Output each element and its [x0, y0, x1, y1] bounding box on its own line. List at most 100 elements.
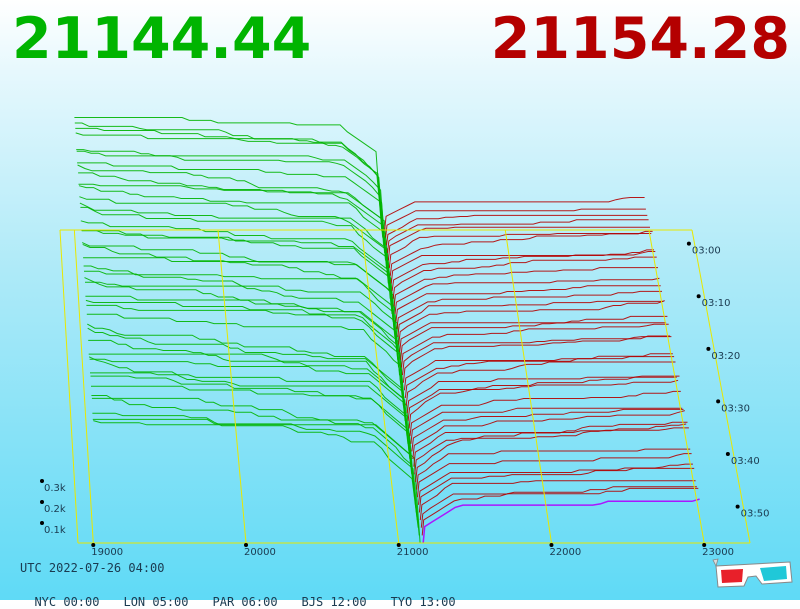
bid-depth-line [88, 339, 411, 460]
ask-depth-line [390, 249, 654, 284]
bid-depth-line [85, 295, 405, 414]
ask-depth-line [416, 448, 691, 490]
z-axis-ticks: 0.1k 0.2k 0.3k [40, 479, 66, 536]
time-tick-mark [716, 399, 721, 404]
ask-depth-line [417, 453, 692, 498]
ask-depth-line [410, 407, 683, 444]
bid-depth-line [74, 117, 383, 231]
ask-depth-line [405, 361, 676, 406]
bid-depth-line [82, 243, 400, 368]
bid-depth-line [81, 229, 397, 345]
time-tick-label: 03:30 [721, 403, 750, 414]
ask-depth-line [402, 336, 672, 383]
ask-depth-line [399, 322, 667, 353]
ask-depth-line [397, 300, 664, 337]
zone-nyc: NYC 00:00 [34, 595, 100, 609]
bid-depth-line [76, 150, 387, 269]
ask-depth-line [385, 208, 646, 238]
bid-depth-line [87, 323, 409, 444]
ask-depth-line [411, 408, 684, 452]
bid-depth-line [74, 122, 384, 238]
ask-depth-line [422, 498, 700, 544]
x-gridline [361, 229, 400, 544]
x-tick-label: 19000 [91, 547, 123, 558]
frame-edge [691, 229, 751, 544]
frame-edge [59, 229, 79, 544]
ask-depth-line [418, 467, 695, 513]
ask-depth-line [396, 290, 662, 330]
bid-depth-line [83, 257, 400, 376]
x-tick-label: 21000 [397, 547, 429, 558]
x-tick-mark [702, 543, 707, 547]
ask-depth-line [414, 421, 688, 475]
ask-depth-line [400, 315, 668, 360]
zone-bjs: BJS 12:00 [301, 595, 367, 609]
bid-depth-line [77, 162, 388, 276]
bid-depth-curves [74, 117, 421, 544]
bid-depth-line [91, 397, 418, 521]
zone-lon: LON 05:00 [123, 595, 189, 609]
ask-depth-line [401, 323, 669, 368]
bid-depth-line [88, 356, 413, 475]
bid-depth-line [90, 375, 415, 498]
bid-depth-line [75, 132, 386, 253]
ask-depth-line [395, 285, 661, 322]
time-tick-label: 03:00 [692, 246, 721, 257]
ask-depth-line [418, 463, 693, 505]
timezone-row: NYC 00:00 LON 05:00 PAR 06:00 BJS 12:00 TYO … [20, 581, 480, 609]
bid-depth-line [76, 149, 386, 261]
time-tick-label: 03:10 [702, 298, 731, 309]
time-tick-mark [696, 294, 701, 299]
time-tick-label: 03:50 [741, 509, 770, 520]
x-tick-mark [244, 543, 248, 547]
ask-depth-curves [384, 197, 700, 544]
zone-par: PAR 06:00 [212, 595, 278, 609]
z-tick-mark [40, 521, 44, 525]
ask-depth-line [398, 300, 665, 345]
z-tick-mark [40, 500, 44, 504]
ask-depth-line [388, 233, 652, 269]
bid-depth-line [78, 185, 392, 307]
ask-depth-line [407, 379, 679, 421]
bid-depth-line [84, 270, 402, 391]
3d-glasses-icon[interactable] [712, 556, 794, 590]
x-gridline [504, 229, 552, 544]
x-tick-mark [396, 543, 401, 547]
bid-depth-line [88, 353, 412, 467]
ask-depth-line [393, 267, 658, 307]
bid-depth-line [85, 299, 406, 421]
ask-depth-line [386, 214, 648, 246]
ask-price: 21154.28 [490, 6, 790, 72]
utc-time: UTC 2022-07-26 04:00 [20, 561, 165, 575]
bid-depth-line [80, 206, 395, 330]
ask-depth-line [392, 256, 657, 299]
bid-depth-line [90, 372, 415, 490]
ask-depth-line [389, 230, 653, 276]
zone-tyo: TYO 13:00 [390, 595, 456, 609]
time-tick-label: 03:40 [731, 456, 760, 467]
bid-depth-line [92, 412, 419, 528]
ask-depth-line [408, 375, 680, 429]
ask-depth-line [391, 251, 656, 292]
ask-depth-line [420, 486, 697, 528]
bid-depth-line [75, 127, 385, 246]
bid-depth-line [79, 202, 394, 322]
time-tick-mark [706, 346, 711, 351]
bid-depth-line [93, 420, 421, 544]
time-tick-mark [725, 451, 730, 456]
time-axis-ticks: 03:00 03:10 03:20 03:30 03:40 03:50 [686, 241, 770, 520]
ask-depth-line [421, 487, 699, 536]
time-tick-label: 03:20 [711, 351, 740, 362]
ask-depth-line [394, 277, 660, 315]
x-gridline [217, 229, 247, 544]
ask-depth-line [415, 427, 689, 482]
bid-depth-line [91, 395, 417, 513]
z-tick-label: 0.2k [44, 504, 66, 515]
ask-depth-line [387, 226, 650, 261]
ask-depth-line [384, 197, 645, 231]
x-axis-ticks: 19000 20000 21000 22000 23000 [73, 229, 734, 558]
bid-depth-line [81, 242, 399, 360]
bid-depth-line [78, 172, 390, 292]
z-tick-label: 0.1k [44, 525, 66, 536]
